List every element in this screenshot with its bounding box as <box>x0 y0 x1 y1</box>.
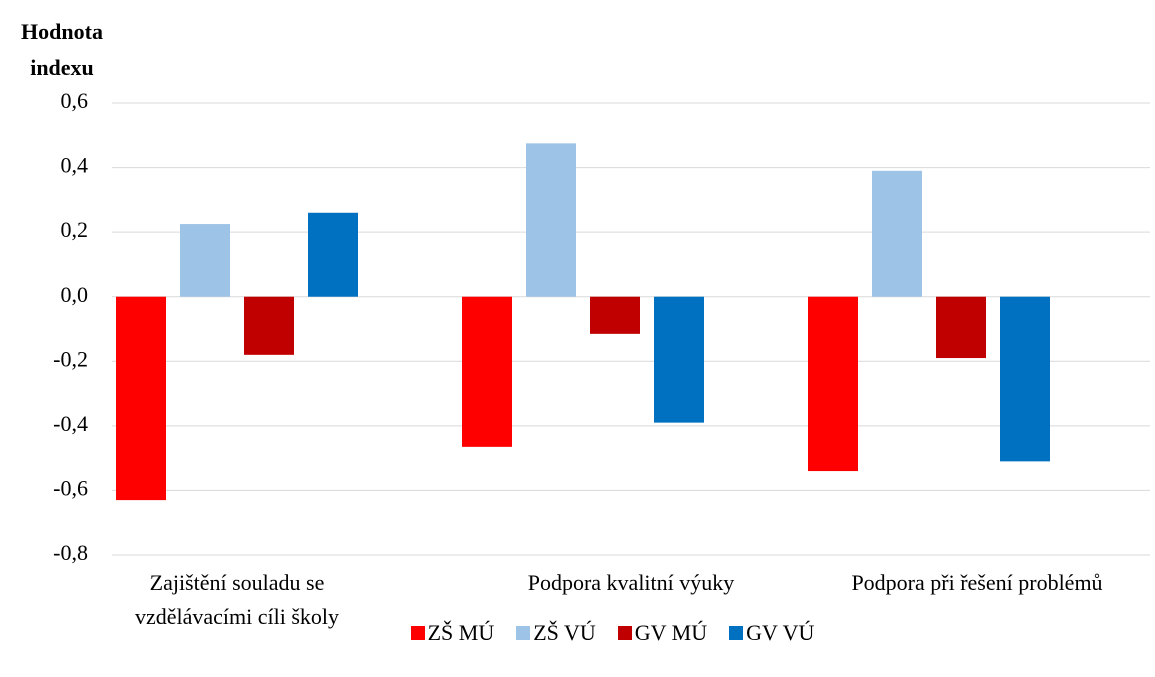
legend-label: ZŠ VÚ <box>533 620 596 645</box>
y-axis-title: Hodnota indexu <box>21 19 103 80</box>
bar <box>180 224 230 297</box>
x-tick-label: Podpora při řešení problémů <box>851 570 1103 595</box>
y-tick-label: 0,2 <box>61 217 89 242</box>
legend-label: ZŠ MÚ <box>427 620 495 645</box>
legend-item: GV VÚ <box>729 620 814 646</box>
bar <box>872 170 922 297</box>
y-tick-label: -0,8 <box>53 540 88 565</box>
legend-swatch <box>516 626 531 640</box>
y-tick-label: 0,4 <box>61 153 89 178</box>
y-tick-label: -0,2 <box>53 346 88 371</box>
legend-swatch <box>729 626 744 640</box>
legend-item: GV MÚ <box>617 620 708 646</box>
bar <box>590 296 640 334</box>
bar <box>462 296 512 447</box>
legend: ZŠ MÚ ZŠ VÚ GV MÚ GV VÚ <box>0 620 1155 646</box>
x-tick-label: Podpora kvalitní výuky <box>527 570 735 595</box>
bar <box>1000 296 1050 462</box>
bar <box>654 296 704 423</box>
bar <box>936 296 986 359</box>
legend-swatch <box>617 626 632 640</box>
legend-label: GV VÚ <box>746 620 815 645</box>
bar <box>526 143 576 297</box>
y-tick-label: 0,0 <box>61 282 89 307</box>
bar <box>244 296 294 355</box>
y-tick-label: -0,6 <box>53 475 88 500</box>
legend-item: ZŠ VÚ <box>516 620 596 646</box>
bar <box>116 296 166 501</box>
bar <box>308 212 358 297</box>
y-tick-label: 0,6 <box>61 88 89 113</box>
y-tick-label: -0,4 <box>53 411 88 436</box>
x-tick-label: Zajištění souladu se vzdělávacími cíli š… <box>134 570 340 629</box>
bar <box>808 296 858 472</box>
legend-swatch <box>410 626 425 640</box>
legend-item: ZŠ MÚ <box>410 620 495 646</box>
legend-label: GV MÚ <box>634 620 708 645</box>
